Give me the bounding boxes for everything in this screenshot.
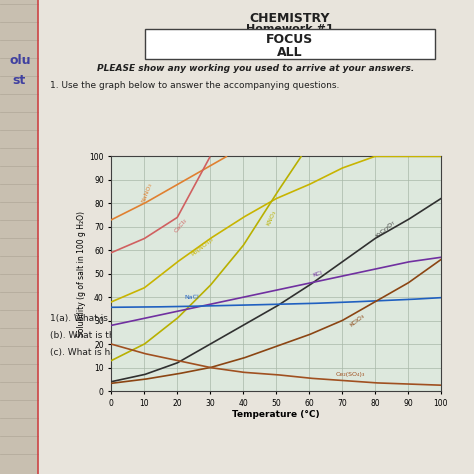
Text: KClO₃: KClO₃ bbox=[348, 313, 365, 328]
Text: 1(a). What is the solubility of calcium chloride (CaCl₂) at 5°C?: 1(a). What is the solubility of calcium … bbox=[50, 314, 329, 323]
Text: PLEASE show any working you used to arrive at your answers.: PLEASE show any working you used to arri… bbox=[97, 64, 415, 73]
Text: Ce₂(SO₄)₃: Ce₂(SO₄)₃ bbox=[336, 372, 365, 377]
Text: Homework #1: Homework #1 bbox=[246, 24, 334, 34]
Bar bbox=[145, 29, 435, 59]
Text: Pb(NO₃)₂: Pb(NO₃)₂ bbox=[191, 237, 215, 257]
Text: ALL: ALL bbox=[277, 46, 303, 58]
Text: K₂Cr₂O₇: K₂Cr₂O₇ bbox=[375, 219, 396, 238]
Text: (b). What is the solubility of calcium chloride at 25°C?: (b). What is the solubility of calcium c… bbox=[50, 331, 295, 340]
Text: KCl: KCl bbox=[312, 271, 323, 278]
Text: NaNO₃: NaNO₃ bbox=[141, 182, 154, 203]
Text: FOCUS: FOCUS bbox=[266, 33, 314, 46]
Y-axis label: Solubility (g of salt in 100 g H₂O): Solubility (g of salt in 100 g H₂O) bbox=[77, 211, 86, 337]
Text: NaCl: NaCl bbox=[184, 294, 199, 300]
Bar bbox=[0, 0, 38, 474]
X-axis label: Temperature (°C): Temperature (°C) bbox=[232, 410, 320, 419]
Text: 1. Use the graph below to answer the accompanying questions.: 1. Use the graph below to answer the acc… bbox=[50, 81, 339, 90]
Text: olu: olu bbox=[10, 54, 31, 67]
Text: (c). What is happening to the solubility as temperature changes for CaCl₂?: (c). What is happening to the solubility… bbox=[50, 348, 388, 357]
Text: st: st bbox=[12, 74, 25, 87]
Text: CaCl₂: CaCl₂ bbox=[174, 218, 189, 234]
Text: CHEMISTRY: CHEMISTRY bbox=[250, 12, 330, 25]
Text: KNO₃: KNO₃ bbox=[266, 210, 278, 227]
